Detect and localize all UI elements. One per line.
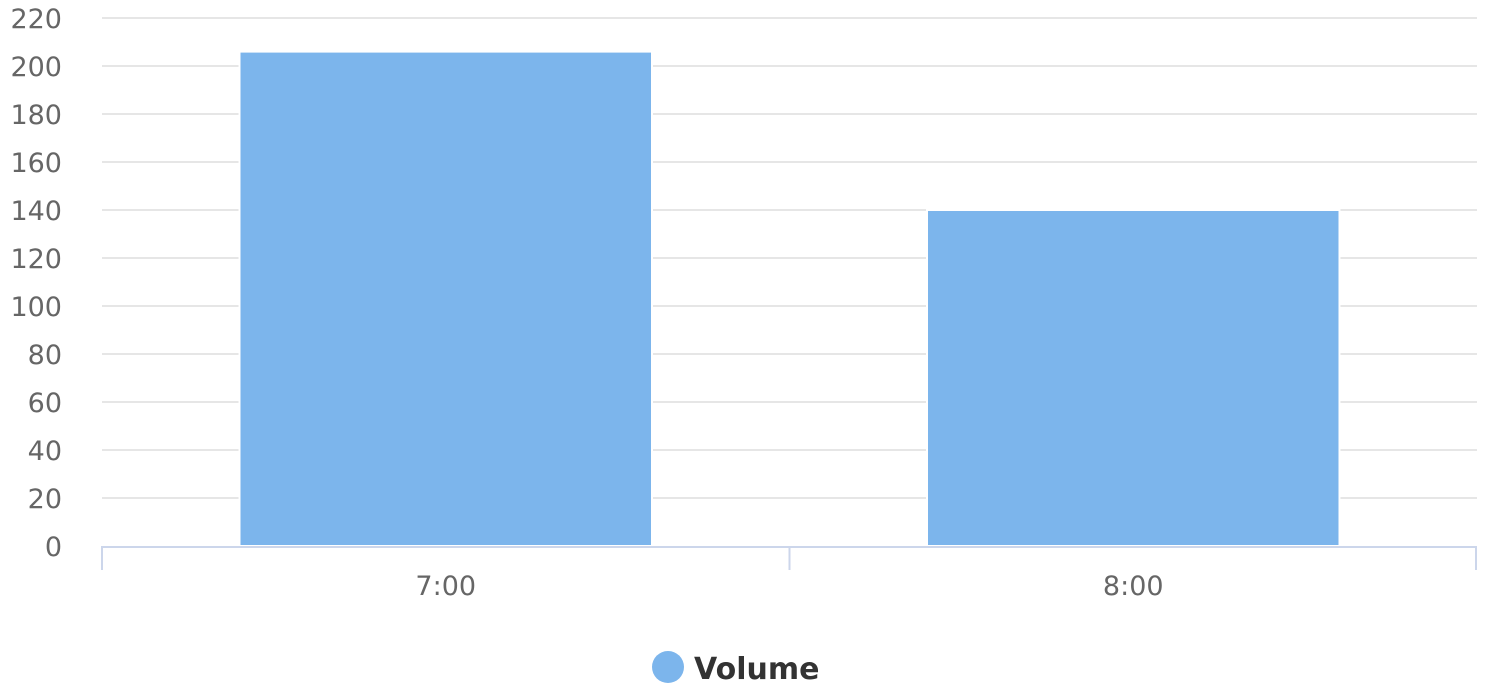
y-tick-label: 220 xyxy=(10,4,62,35)
y-tick-label: 160 xyxy=(10,148,62,179)
y-tick-label: 140 xyxy=(10,196,62,227)
y-tick-label: 0 xyxy=(45,532,62,563)
x-axis xyxy=(101,546,1477,570)
bar-8-00[interactable] xyxy=(926,209,1341,547)
legend-label-volume: Volume xyxy=(694,652,819,686)
y-tick-label: 180 xyxy=(10,100,62,131)
y-tick-label: 40 xyxy=(28,436,62,467)
y-axis-labels: 0 20 40 60 80 100 120 140 160 180 200 220 xyxy=(10,4,62,563)
x-axis-labels: 7:00 8:00 xyxy=(415,571,1163,602)
legend-marker-volume xyxy=(652,651,684,683)
y-tick-label: 120 xyxy=(10,244,62,275)
bar-7-00[interactable] xyxy=(238,50,653,547)
legend[interactable]: Volume xyxy=(652,651,819,686)
x-tick-label: 8:00 xyxy=(1103,571,1164,602)
y-tick-label: 20 xyxy=(28,484,62,515)
x-tick-label: 7:00 xyxy=(415,571,476,602)
y-tick-label: 200 xyxy=(10,52,62,83)
y-tick-label: 80 xyxy=(28,340,62,371)
bar-series-volume xyxy=(238,50,1341,547)
y-tick-label: 60 xyxy=(28,388,62,419)
y-tick-label: 100 xyxy=(10,292,62,323)
